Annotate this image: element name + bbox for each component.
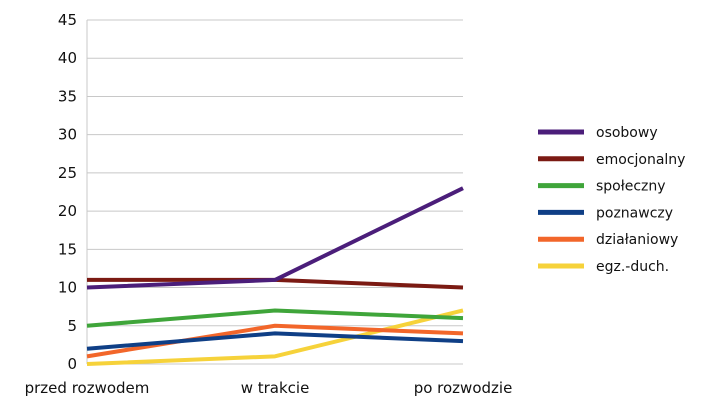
x-tick-label: przed rozwodem bbox=[25, 379, 150, 397]
legend-label-3: poznawczy bbox=[596, 205, 673, 221]
series-line-4 bbox=[86, 323, 464, 359]
legend-label-0: osobowy bbox=[596, 125, 658, 141]
y-tick-label: 40 bbox=[58, 49, 77, 67]
x-tick-label: w trakcie bbox=[241, 379, 310, 397]
x-tick-label: po rozwodzie bbox=[414, 379, 513, 397]
y-tick-label: 10 bbox=[58, 279, 77, 297]
series-line-0 bbox=[86, 186, 464, 290]
series-line-2 bbox=[86, 308, 464, 328]
legend-label-1: emocjonalny bbox=[596, 152, 685, 168]
y-tick-label: 0 bbox=[67, 355, 77, 373]
y-tick-label: 20 bbox=[58, 202, 77, 220]
legend-label-4: działaniowy bbox=[596, 232, 678, 248]
y-tick-label: 15 bbox=[58, 240, 77, 258]
legend-label-2: społeczny bbox=[596, 179, 666, 195]
y-tick-label: 5 bbox=[67, 317, 77, 335]
y-tick-label: 30 bbox=[58, 126, 77, 144]
y-tick-label: 35 bbox=[58, 87, 77, 105]
y-tick-label: 25 bbox=[58, 164, 77, 182]
y-tick-label: 45 bbox=[58, 11, 77, 29]
legend-label-5: egz.-duch. bbox=[596, 259, 669, 275]
series-line-3 bbox=[86, 331, 464, 351]
series-line-5 bbox=[86, 308, 464, 366]
